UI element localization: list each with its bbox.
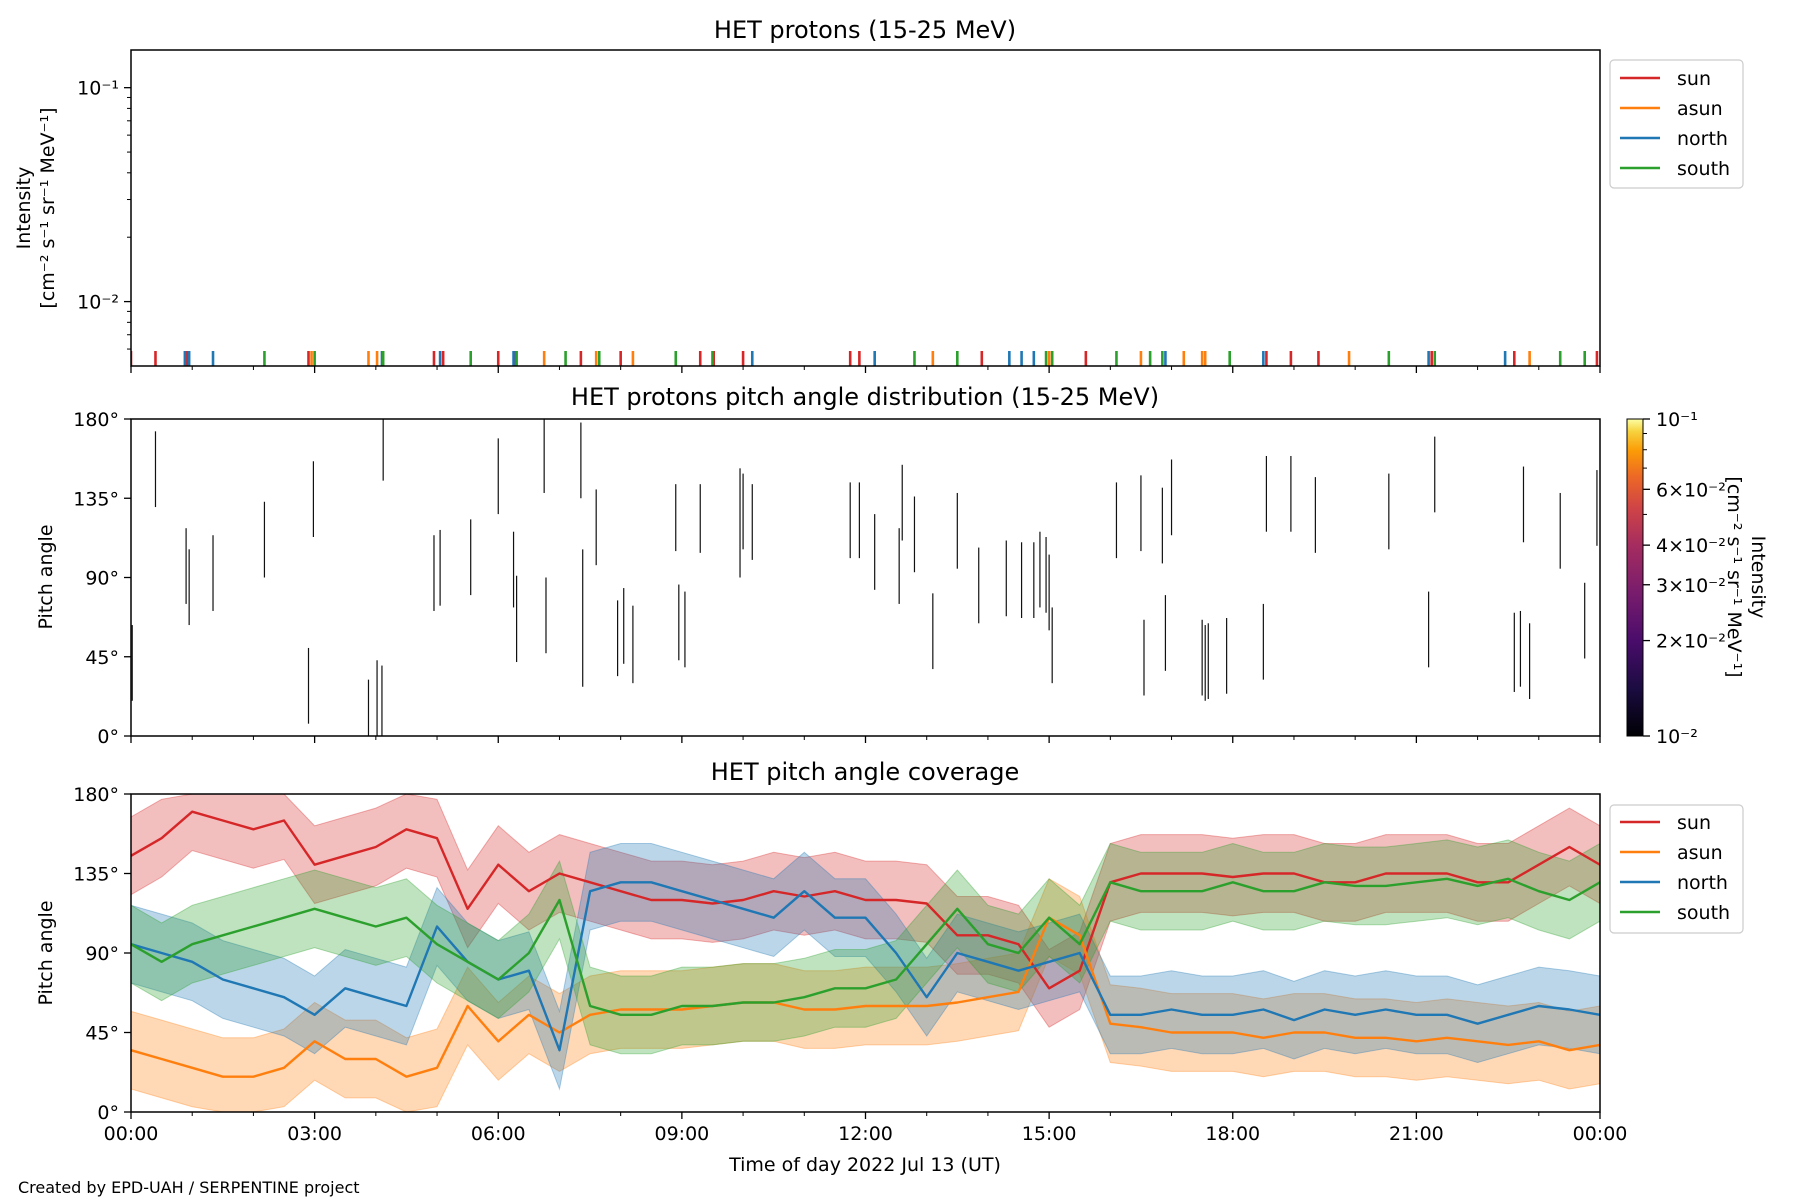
panel1-ytick-label-1: 10⁻² [77,292,119,314]
panel3-ytick-label-2: 90° [85,943,119,965]
legend3-north-label: north [1677,872,1728,894]
panel2-ytick-label-2: 90° [85,568,119,590]
panel3-frame [130,793,1601,1113]
panel3-ytick-label-1: 45° [85,1023,119,1045]
panel3-ytick-label-4: 180° [73,784,119,806]
pad-panel: HET protons pitch angle distribution (15… [35,383,1769,748]
colorbar-tick-label-3: 3×10⁻² [1656,575,1726,597]
panel2-title: HET protons pitch angle distribution (15… [571,383,1159,411]
coverage-line-north [131,881,1600,1052]
x-tick-label-2: 06:00 [471,1123,526,1145]
x-tick-label-5: 15:00 [1022,1123,1077,1145]
panel1-ylabel-line1: Intensity [13,167,35,250]
x-tick-label-6: 18:00 [1205,1123,1260,1145]
x-tick-label-0: 00:00 [104,1123,159,1145]
legend3-south-label: south [1677,902,1730,924]
coverage-line-south [131,877,1600,1016]
legend1-north-label: north [1677,128,1728,150]
colorbar-tick-label-0: 10⁻¹ [1656,409,1698,431]
panel2-frame [130,418,1601,737]
colorbar-label-line2: [cm⁻² s⁻¹ sr⁻¹ MeV⁻¹] [1723,476,1745,677]
coverage-line-asun [131,916,1600,1078]
panel3-title: HET pitch angle coverage [711,758,1019,786]
panel2-ytick-label-4: 180° [73,409,119,431]
colorbar-tick-label-2: 4×10⁻² [1656,535,1726,557]
coverage-panel: HET pitch angle coverage Pitch angle 0° 4… [35,758,1744,1124]
colorbar: 10⁻¹ 6×10⁻² 4×10⁻² 3×10⁻² 2×10⁻² 10⁻² Intensi… [1626,409,1769,748]
legend3-box [1609,804,1744,934]
panel3-ytick-label-3: 135° [73,864,119,886]
credit-text: Created by EPD-UAH / SERPENTINE project [18,1178,360,1197]
panel1-ylabel-line2: [cm⁻² s⁻¹ sr⁻¹ MeV⁻¹] [37,107,59,308]
colorbar-gradient [1626,418,1644,737]
panel1-frame [130,49,1601,367]
panel1-ytick-label-0: 10⁻¹ [77,78,119,100]
legend3-asun-label: asun [1677,842,1723,864]
coverage-band-south [131,839,1600,1055]
coverage-line-sun [131,810,1600,990]
colorbar-label: Intensity [cm⁻² s⁻¹ sr⁻¹ MeV⁻¹] [1723,476,1769,677]
x-tick-label-3: 09:00 [654,1123,709,1145]
colorbar-label-line1: Intensity [1747,536,1769,619]
panel2-ytick-label-1: 45° [85,647,119,669]
panel1-title: HET protons (15-25 MeV) [714,16,1016,44]
panel3-ytick-label-0: 0° [97,1102,119,1124]
panel1-legend: sun asun north south [1609,59,1744,189]
x-tick-label-4: 12:00 [838,1123,893,1145]
colorbar-tick-label-1: 6×10⁻² [1656,479,1726,501]
coverage-band-asun [131,878,1600,1112]
legend1-sun-label: sun [1677,68,1711,90]
intensity-panel: HET protons (15-25 MeV) Intensity [cm⁻² … [13,16,1744,373]
panel3-ylabel: Pitch angle [35,900,57,1005]
panel1-ylabel: Intensity [cm⁻² s⁻¹ sr⁻¹ MeV⁻¹] [13,107,59,308]
legend3-sun-label: sun [1677,812,1711,834]
panel2-ytick-label-0: 0° [97,726,119,748]
legend1-box [1609,59,1744,189]
coverage-band-sun [131,794,1600,1028]
panel3-legend: sun asun north south [1609,804,1744,934]
x-tick-label-1: 03:00 [287,1123,342,1145]
panel2-ylabel: Pitch angle [35,524,57,629]
coverage-band-north [131,843,1600,1091]
colorbar-tick-label-5: 10⁻² [1656,726,1698,748]
x-tick-label-7: 21:00 [1389,1123,1444,1145]
legend1-asun-label: asun [1677,98,1723,120]
panel2-ytick-label-3: 135° [73,488,119,510]
colorbar-tick-label-4: 2×10⁻² [1656,631,1726,653]
legend1-south-label: south [1677,158,1730,180]
x-tick-label-8: 00:00 [1573,1123,1628,1145]
x-axis-label: Time of day 2022 Jul 13 (UT) [728,1154,1001,1176]
